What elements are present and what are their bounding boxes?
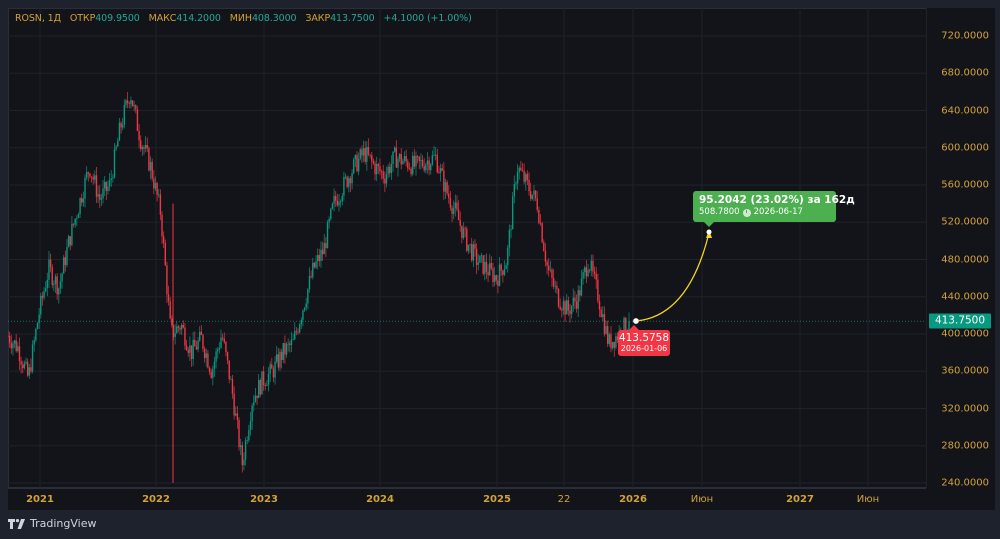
time-tick: 2022 [142,494,170,505]
price-tick: 280.0000 [941,440,989,452]
price-tick: 400.0000 [941,328,989,340]
price-tick: 720.0000 [941,30,989,42]
price-tick: 640.0000 [941,105,989,116]
price-axis[interactable]: 720.0000 680.0000 640.0000 600.0000 560.0000… [926,8,995,489]
tradingview-logo-icon [8,518,25,529]
symbol-label[interactable]: ROSN, 1Д [15,13,61,24]
projection-change-text: 95.2042 (23.02%) за 162д [699,194,855,206]
start-date: 2026-01-06 [620,344,668,353]
clock-icon [742,208,751,217]
ohlc-legend: ROSN, 1Д ОТКР409.9500 МАКС414.2000 МИН40… [15,13,472,24]
current-price-label: 413.7500 [929,313,991,329]
time-tick: 2026 [619,494,647,505]
time-tick: 2027 [786,494,814,505]
low-value: 408.3000 [251,13,297,24]
time-tick: 2025 [483,494,511,505]
logo-text: TradingView [30,517,97,530]
change-value: +4.1000 (+1.00%) [383,13,472,24]
time-tick: 22 [557,494,571,505]
time-tick: 2023 [250,494,278,505]
price-tick: 320.0000 [941,403,989,414]
price-tick: 240.0000 [941,477,989,489]
price-tick: 520.0000 [941,216,989,228]
open-value: 409.9500 [95,13,140,24]
time-tick: 2024 [366,494,394,505]
price-tick: 680.0000 [941,67,989,79]
price-tick: 360.0000 [941,365,989,377]
projection-target-label[interactable]: 95.2042 (23.02%) за 162д 508.7800 2026-0… [693,191,855,227]
time-tick: Июн [856,494,880,505]
tradingview-branding[interactable]: TradingView [8,517,96,530]
close-label: ЗАКР [305,13,331,24]
time-axis[interactable]: 2021 2022 2023 2024 2025 22 2026 Июн 2027 Июн [8,488,926,510]
axis-corner [926,488,995,510]
price-tick: 480.0000 [941,254,989,265]
time-tick: Июн [690,494,714,505]
high-value: 414.2000 [176,13,221,24]
price-tick: 600.0000 [941,142,989,154]
price-tick: 560.0000 [941,179,989,191]
target-price: 508.7800 [699,207,740,217]
open-label: ОТКР [69,13,96,24]
price-chart-canvas[interactable] [8,8,926,488]
close-value: 413.7500 [330,13,375,24]
time-tick: 2021 [26,494,54,505]
price-tick: 440.0000 [941,291,989,303]
low-label: МИН [229,13,252,24]
high-label: МАКС [148,13,177,24]
projection-start-label[interactable]: 413.5758 2026-01-06 [618,325,670,356]
target-date: 2026-06-17 [753,207,803,217]
start-price: 413.5758 [618,332,670,344]
